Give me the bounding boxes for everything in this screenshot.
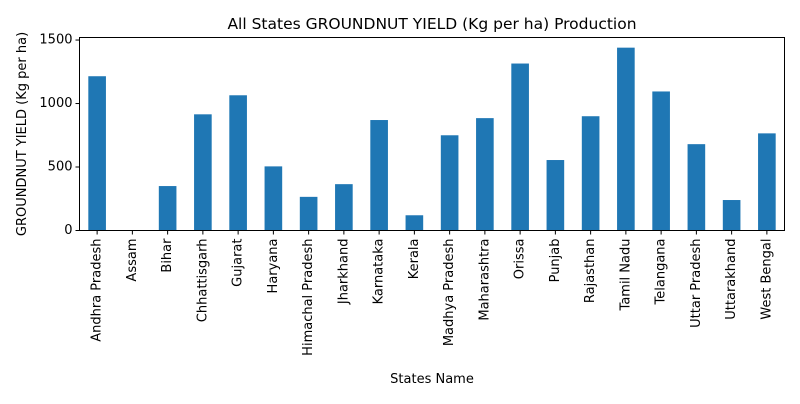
y-axis-label: GROUNDNUT YIELD (Kg per ha) (15, 32, 30, 236)
bar-uttarakhand (722, 200, 741, 231)
x-tick-label: Haryana (266, 239, 281, 294)
x-tick-label: Punjab (548, 239, 563, 283)
bar-madhya-pradesh (440, 135, 459, 231)
x-tick-label: Gujarat (231, 239, 246, 287)
x-tick-label: Chhattisgarh (195, 239, 210, 323)
bar-himachal-pradesh (299, 196, 318, 231)
bar-karnataka (370, 120, 388, 231)
x-tick-label: Orissa (513, 239, 528, 280)
bar-punjab (546, 160, 565, 231)
x-tick-label: Maharashtra (477, 239, 492, 321)
plot-frame (79, 37, 785, 231)
bar-rajasthan (581, 116, 600, 231)
x-axis-label: States Name (390, 372, 474, 387)
chart-title: All States GROUNDNUT YIELD (Kg per ha) P… (227, 15, 636, 33)
bar-telangana (652, 91, 670, 231)
x-tick-label: Bihar (160, 238, 175, 273)
y-tick-label: 500 (48, 160, 73, 175)
x-axis-ticks: Andhra Pradesh Assam Bihar Chhattisgarh Guja… (90, 230, 774, 356)
x-tick-label: Uttarakhand (724, 239, 739, 320)
y-tick-label: 0 (64, 223, 72, 238)
bar-uttar-pradesh (687, 144, 706, 231)
x-tick-label: Rajasthan (583, 239, 598, 304)
x-tick-label: Assam (125, 239, 140, 282)
x-tick-label: West Bengal (759, 239, 774, 320)
x-tick-label: Karnataka (372, 239, 387, 305)
bar-andhra-pradesh (88, 76, 106, 231)
bar-orissa (511, 63, 529, 231)
bar-west-bengal (758, 133, 776, 231)
bars-group (88, 47, 776, 231)
bar-haryana (264, 166, 283, 231)
x-tick-label: Jharkhand (336, 239, 351, 306)
x-tick-label: Telangana (654, 239, 669, 306)
x-tick-label: Uttar Pradesh (689, 239, 704, 328)
y-axis-ticks: 0 500 1000 1500 (39, 33, 80, 238)
x-tick-label: Madhya Pradesh (442, 239, 457, 347)
bar-bihar (158, 186, 177, 231)
bar-gujarat (229, 95, 247, 231)
x-tick-label: Kerala (407, 239, 422, 280)
bar-chhattisgarh (194, 114, 212, 231)
y-tick-label: 1000 (39, 96, 72, 111)
x-tick-label: Himachal Pradesh (301, 239, 316, 356)
x-tick-label: Tamil Nadu (618, 239, 633, 312)
bar-maharashtra (476, 118, 494, 231)
x-tick-label: Andhra Pradesh (90, 239, 105, 342)
bar-kerala (405, 215, 424, 231)
bar-jharkhand (335, 184, 353, 231)
bar-tamil-nadu (617, 47, 635, 231)
y-tick-label: 1500 (39, 33, 72, 48)
